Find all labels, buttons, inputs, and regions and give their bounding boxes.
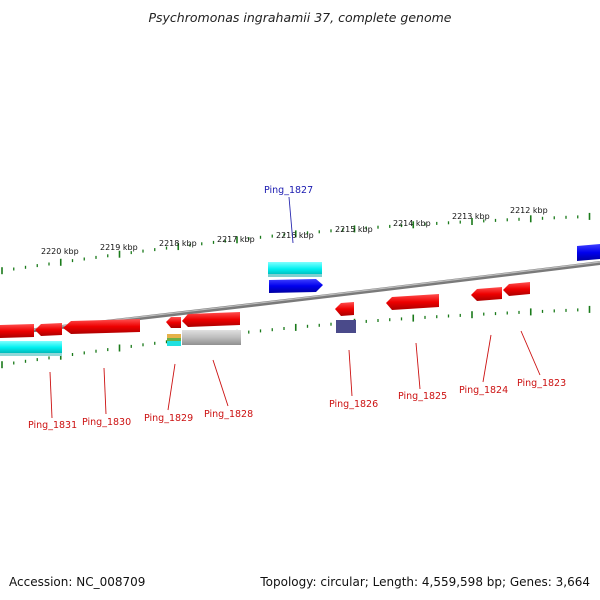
gene-label-ping-1829[interactable]: Ping_1829 xyxy=(144,413,193,424)
gene-arrow-ping-1830 xyxy=(63,319,140,334)
gene-arrow-ping-1831 xyxy=(0,324,34,338)
top-scale-ticks xyxy=(1,212,591,275)
callout-line-ping-1825 xyxy=(415,342,421,390)
kbp-label-2220: 2220 kbp xyxy=(41,247,79,256)
gene-arrow-ping-1827 xyxy=(269,279,323,293)
small-feature-green xyxy=(167,338,181,341)
grey-feature xyxy=(182,330,241,345)
gene-label-ping-1828[interactable]: Ping_1828 xyxy=(204,409,253,420)
callout-line-ping-1830 xyxy=(103,367,107,415)
kbp-label-2212: 2212 kbp xyxy=(510,206,548,215)
kbp-label-2214: 2214 kbp xyxy=(393,219,431,228)
gene-arrow-ping-1828 xyxy=(182,312,240,327)
kbp-label-2216: 2216 kbp xyxy=(276,231,314,240)
callout-line-ping-1829 xyxy=(167,363,176,411)
gene-arrow-ping-1825 xyxy=(386,294,439,310)
accession-text: Accession: NC_008709 xyxy=(9,575,146,589)
gene-label-ping-1826[interactable]: Ping_1826 xyxy=(329,399,378,410)
cyan-feature-top xyxy=(268,262,322,276)
callout-line-ping-1828 xyxy=(212,359,229,407)
gene-label-ping-1823[interactable]: Ping_1823 xyxy=(517,378,566,389)
small-feature-cyan xyxy=(167,341,181,346)
map-title: Psychromonas ingrahamii 37, complete gen… xyxy=(148,10,452,25)
gene-arrow-ping-1824 xyxy=(471,287,502,301)
kbp-label-2213: 2213 kbp xyxy=(452,212,490,221)
kbp-label-2215: 2215 kbp xyxy=(335,225,373,234)
genome-summary-text: Topology: circular; Length: 4,559,598 bp… xyxy=(260,575,590,589)
cyan-feature-bottom-shadow xyxy=(0,353,62,356)
gene-arrow-ping-1829 xyxy=(166,317,181,328)
kbp-label-2219: 2219 kbp xyxy=(100,243,138,252)
gene-arrow-ping-1826 xyxy=(335,302,354,316)
kbp-label-2218: 2218 kbp xyxy=(159,239,197,248)
callout-line-ping-1827 xyxy=(288,196,294,244)
gene-label-ping-1830[interactable]: Ping_1830 xyxy=(82,417,131,428)
gene-label-ping-1825[interactable]: Ping_1825 xyxy=(398,391,447,402)
gene-arrow-1831b xyxy=(35,323,62,336)
callout-line-ping-1831 xyxy=(49,371,53,419)
forward-strand-features xyxy=(268,244,600,293)
kbp-label-2217: 2217 kbp xyxy=(217,235,255,244)
cyan-feature-bottom xyxy=(0,341,62,354)
reverse-strand-features xyxy=(0,282,530,356)
gene-label-ping-1831[interactable]: Ping_1831 xyxy=(28,420,77,431)
bottom-scale-ticks xyxy=(1,305,591,369)
callout-line-ping-1823 xyxy=(520,330,541,376)
callout-line-ping-1824 xyxy=(482,334,492,383)
callout-line-ping-1826 xyxy=(348,349,353,397)
gene-arrow-edge-right xyxy=(577,244,600,261)
slate-feature xyxy=(336,320,356,333)
gene-label-ping-1824[interactable]: Ping_1824 xyxy=(459,385,508,396)
gene-label-ping-1827[interactable]: Ping_1827 xyxy=(264,185,313,196)
cyan-feature-top-shadow xyxy=(268,274,322,277)
small-feature-orange xyxy=(167,334,181,338)
gene-arrow-ping-1823 xyxy=(503,282,530,296)
